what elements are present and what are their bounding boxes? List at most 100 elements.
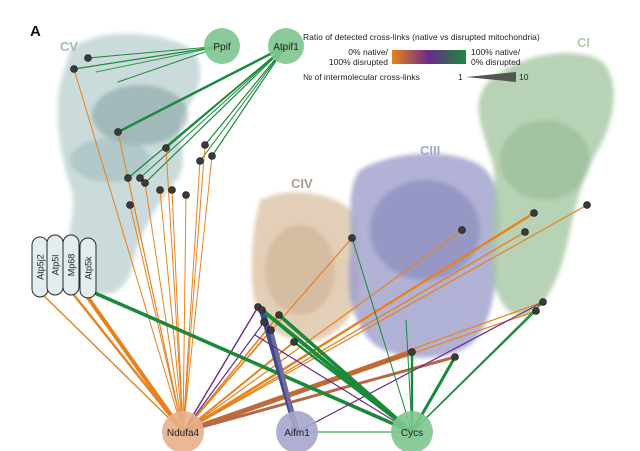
- crosslink-site: [258, 306, 266, 314]
- legend-right-label-2: 0% disrupted: [471, 57, 521, 67]
- crosslink-site: [408, 348, 416, 356]
- crosslink-site: [70, 65, 78, 73]
- subunit-capsule: Atp5k: [79, 237, 97, 299]
- subunit-capsule: Atp5l: [46, 234, 64, 296]
- aifm1-label: Aifm1: [284, 428, 310, 439]
- legend-count-wedge: [466, 72, 516, 82]
- crosslink-line: [182, 160, 201, 433]
- crosslink-line: [181, 211, 536, 434]
- complex-label-ciii: CIII: [420, 143, 440, 158]
- subunit-capsule: Atp5j2: [31, 236, 49, 298]
- crosslink-line: [182, 314, 280, 433]
- crosslink-line: [86, 288, 414, 434]
- crosslink-site: [156, 186, 164, 194]
- crosslink-line: [165, 147, 184, 433]
- legend-color-bar: [392, 50, 466, 64]
- crosslink-line: [296, 301, 544, 433]
- crosslink-site: [126, 201, 134, 209]
- crosslink-line: [95, 45, 223, 73]
- legend-count-max: 10: [519, 72, 529, 82]
- crosslink-site: [114, 128, 122, 136]
- crosslink-line: [180, 349, 415, 435]
- subunit-label: Atp5k: [84, 256, 94, 280]
- ndufa4-label: Ndufa4: [167, 428, 200, 439]
- crosslink-site: [136, 174, 144, 182]
- crosslink-line: [204, 45, 287, 146]
- crosslink-line: [139, 45, 287, 179]
- crosslink-line: [127, 45, 287, 179]
- panel-label: A: [30, 23, 41, 40]
- legend-left-label-2: 100% disrupted: [329, 57, 388, 67]
- complex-label-cv: CV: [60, 39, 78, 54]
- protein-node-ndufa4: Ndufa4: [162, 411, 204, 451]
- crosslink-site: [84, 54, 92, 62]
- crosslink-line: [351, 237, 413, 433]
- atpif1-label: Atpif1: [273, 42, 299, 53]
- protein-node-cycs: Cycs: [391, 411, 433, 451]
- crosslink-line: [182, 155, 213, 433]
- crosslink-site: [196, 157, 204, 165]
- crosslink-site: [208, 152, 216, 160]
- legend-left-label-1: 0% native/: [348, 47, 388, 57]
- crosslink-line: [87, 45, 223, 59]
- crosslink-line: [182, 321, 265, 433]
- crosslink-site: [201, 141, 209, 149]
- crosslink-site: [267, 326, 275, 334]
- crosslink-line: [127, 177, 184, 433]
- crosslink-site: [539, 298, 547, 306]
- legend-right-label-1: 100% native/: [471, 47, 521, 57]
- subunit-group: Atp5j2 Atp5l Mp68 Atp5k: [31, 234, 97, 299]
- crosslink-line: [211, 45, 287, 157]
- crosslink-site: [290, 338, 298, 346]
- crosslink-line: [144, 182, 184, 433]
- legend-count-min: 1: [458, 72, 463, 82]
- protein-node-atpif1: Atpif1: [268, 28, 304, 64]
- subunit-label: Atp5l: [51, 255, 61, 276]
- crosslink-site: [275, 311, 283, 319]
- crosslink-site: [168, 186, 176, 194]
- crosslink-line: [181, 355, 457, 434]
- crosslink-site: [124, 174, 132, 182]
- crosslink-line: [254, 334, 413, 433]
- complex-structures: [57, 33, 614, 358]
- legend-count-title: № of intermolecular cross-links: [303, 72, 420, 82]
- crosslink-line: [182, 306, 259, 433]
- crosslink-line: [73, 45, 223, 70]
- ppif-label: Ppif: [213, 42, 230, 53]
- crosslink-site: [162, 144, 170, 152]
- subunit-label: Atp5j2: [36, 254, 46, 280]
- crosslink-line: [82, 290, 185, 434]
- crosslink-line: [73, 68, 184, 433]
- crosslink-site: [348, 234, 356, 242]
- complex-label-ci: CI: [577, 35, 590, 50]
- crosslink-line: [39, 291, 184, 433]
- protein-node-aifm1: Aifm1: [276, 411, 318, 451]
- crosslink-line: [182, 194, 187, 433]
- cycs-label: Cycs: [401, 428, 423, 439]
- subunit-capsule: Mp68: [62, 234, 80, 296]
- crosslink-line: [159, 189, 184, 433]
- legend: Ratio of detected cross-links (native vs…: [303, 32, 540, 82]
- crosslink-line: [277, 313, 414, 434]
- crosslink-line: [171, 189, 184, 433]
- complex-label-civ: CIV: [291, 176, 313, 191]
- protein-node-ppif: Ppif: [204, 28, 240, 64]
- crosslink-line: [182, 144, 206, 433]
- crosslink-line: [182, 229, 463, 433]
- crosslink-site: [583, 201, 591, 209]
- crosslink-site: [141, 179, 149, 187]
- crosslink-lines: [39, 44, 588, 435]
- crosslink-site: [458, 226, 466, 234]
- crosslink-line: [411, 310, 537, 433]
- subunit-label: Mp68: [67, 254, 77, 277]
- crosslink-line: [182, 204, 588, 433]
- crosslink-site: [521, 228, 529, 236]
- crosslink-line: [182, 231, 526, 433]
- crosslink-site: [451, 353, 459, 361]
- crosslink-site: [182, 191, 190, 199]
- legend-title: Ratio of detected cross-links (native vs…: [303, 32, 540, 42]
- crosslink-line: [199, 45, 287, 162]
- crosslink-sites: [70, 54, 591, 361]
